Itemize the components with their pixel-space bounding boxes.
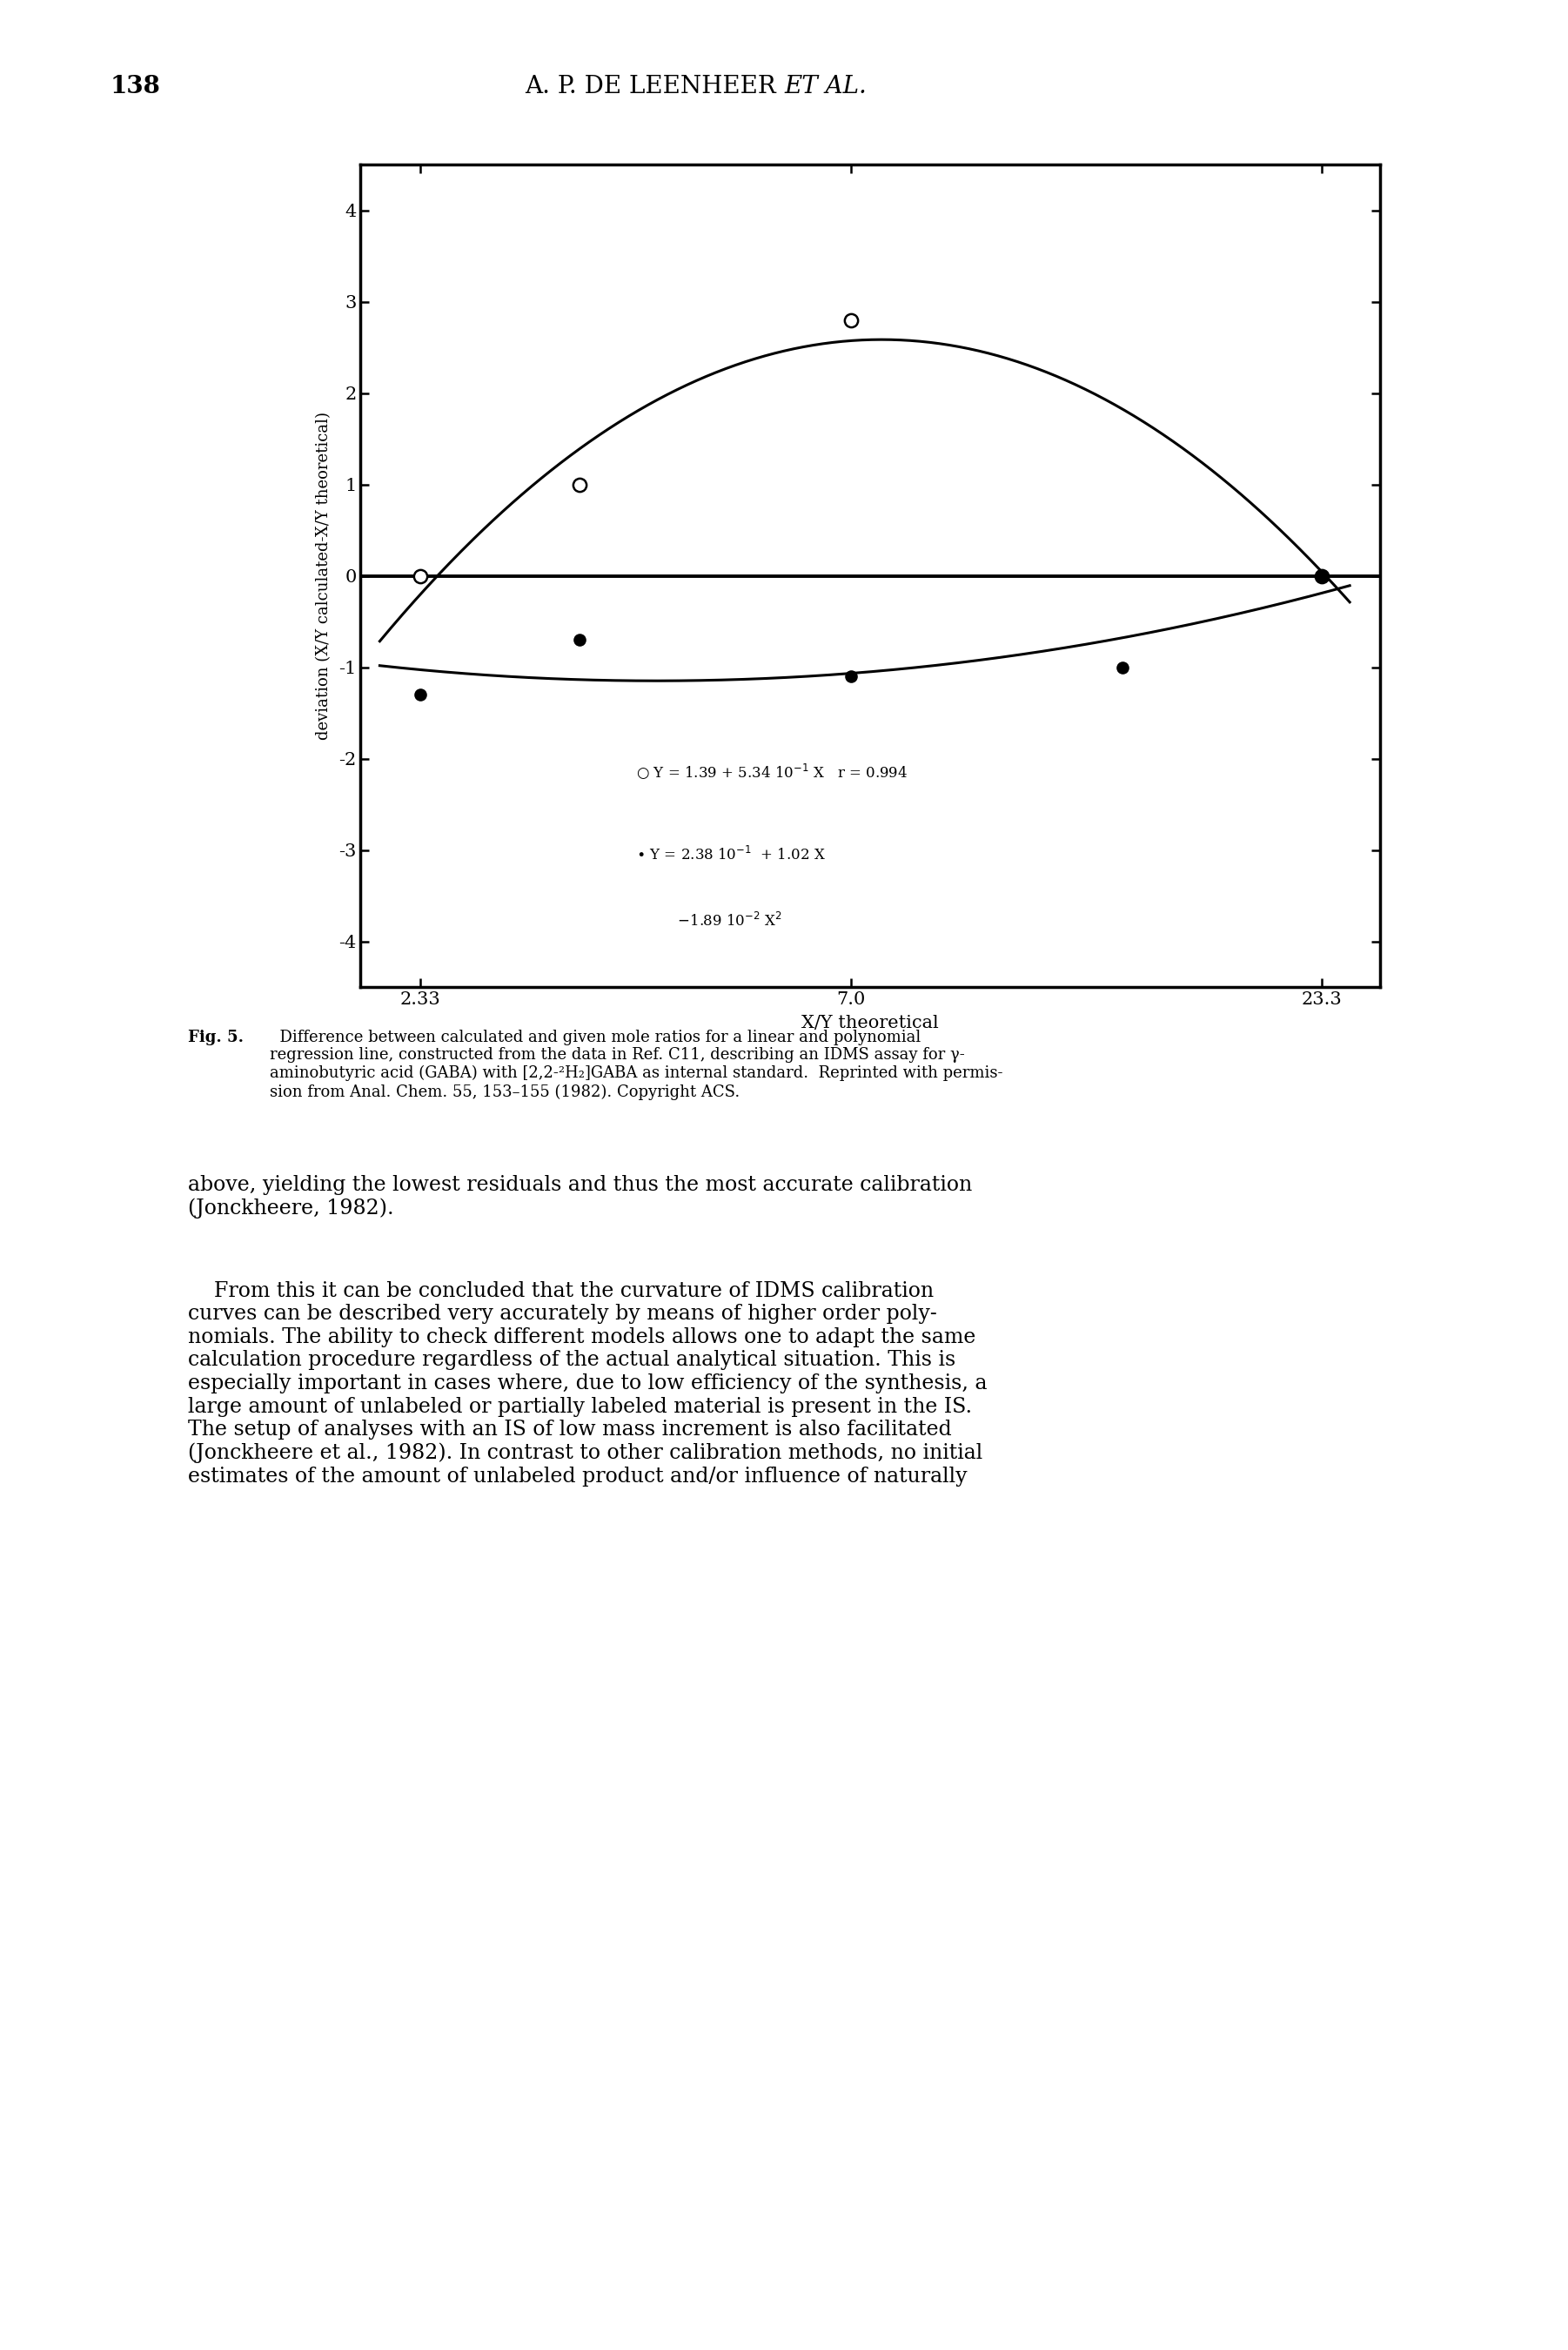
Text: $\bigcirc$ Y = 1.39 + 5.34 10$^{-1}$ X   r = 0.994: $\bigcirc$ Y = 1.39 + 5.34 10$^{-1}$ X r… [637, 761, 908, 780]
Text: A. P. DE LEENHEER ET AL.: A. P. DE LEENHEER ET AL. [613, 75, 955, 99]
Text: Difference between calculated and given mole ratios for a linear and polynomial
: Difference between calculated and given … [270, 1029, 1004, 1100]
X-axis label: X/Y theoretical: X/Y theoretical [801, 1015, 939, 1032]
Text: Fig. 5.: Fig. 5. [188, 1029, 245, 1046]
Y-axis label: deviation (X/Y calculated-X/Y theoretical): deviation (X/Y calculated-X/Y theoretica… [315, 411, 331, 740]
Text: A. P. DE LEENHEER: A. P. DE LEENHEER [525, 75, 784, 99]
Text: 138: 138 [110, 75, 160, 99]
Text: ET AL.: ET AL. [784, 75, 867, 99]
Text: From this it can be concluded that the curvature of IDMS calibration
curves can : From this it can be concluded that the c… [188, 1281, 988, 1488]
Text: above, yielding the lowest residuals and thus the most accurate calibration
(Jon: above, yielding the lowest residuals and… [188, 1175, 972, 1220]
Text: $\bullet$ Y = 2.38 10$^{-1}$  + 1.02 X: $\bullet$ Y = 2.38 10$^{-1}$ + 1.02 X [637, 846, 825, 865]
Text: $-$1.89 10$^{-2}$ X$^2$: $-$1.89 10$^{-2}$ X$^2$ [637, 912, 782, 928]
